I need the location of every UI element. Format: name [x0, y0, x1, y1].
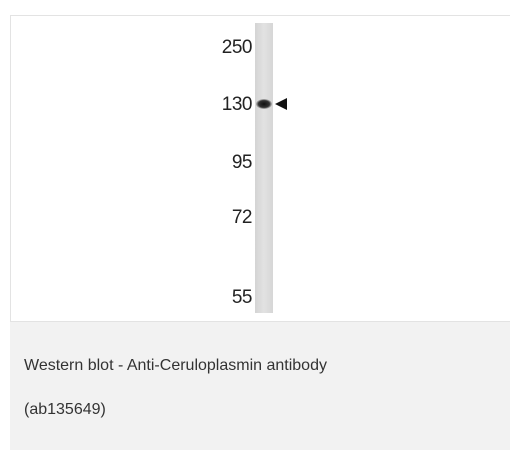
- page: 250 130 95 72 55 Western blot - Anti-Cer…: [0, 0, 510, 450]
- blot-image: 250 130 95 72 55: [11, 16, 509, 321]
- marker-labels: 250 130 95 72 55: [222, 37, 252, 308]
- marker-label: 130: [222, 94, 252, 115]
- marker-label: 95: [232, 152, 252, 173]
- caption-line: Western blot - Anti-Ceruloplasmin antibo…: [24, 357, 327, 375]
- caption: Western blot - Anti-Ceruloplasmin antibo…: [10, 322, 510, 450]
- band: [256, 99, 272, 109]
- marker-label: 250: [222, 37, 252, 58]
- blot-figure: 250 130 95 72 55: [10, 15, 510, 322]
- lane: [255, 23, 273, 313]
- marker-label: 72: [232, 207, 252, 228]
- arrowhead: [275, 98, 287, 110]
- caption-line: (ab135649): [24, 401, 106, 419]
- marker-label: 55: [232, 287, 252, 308]
